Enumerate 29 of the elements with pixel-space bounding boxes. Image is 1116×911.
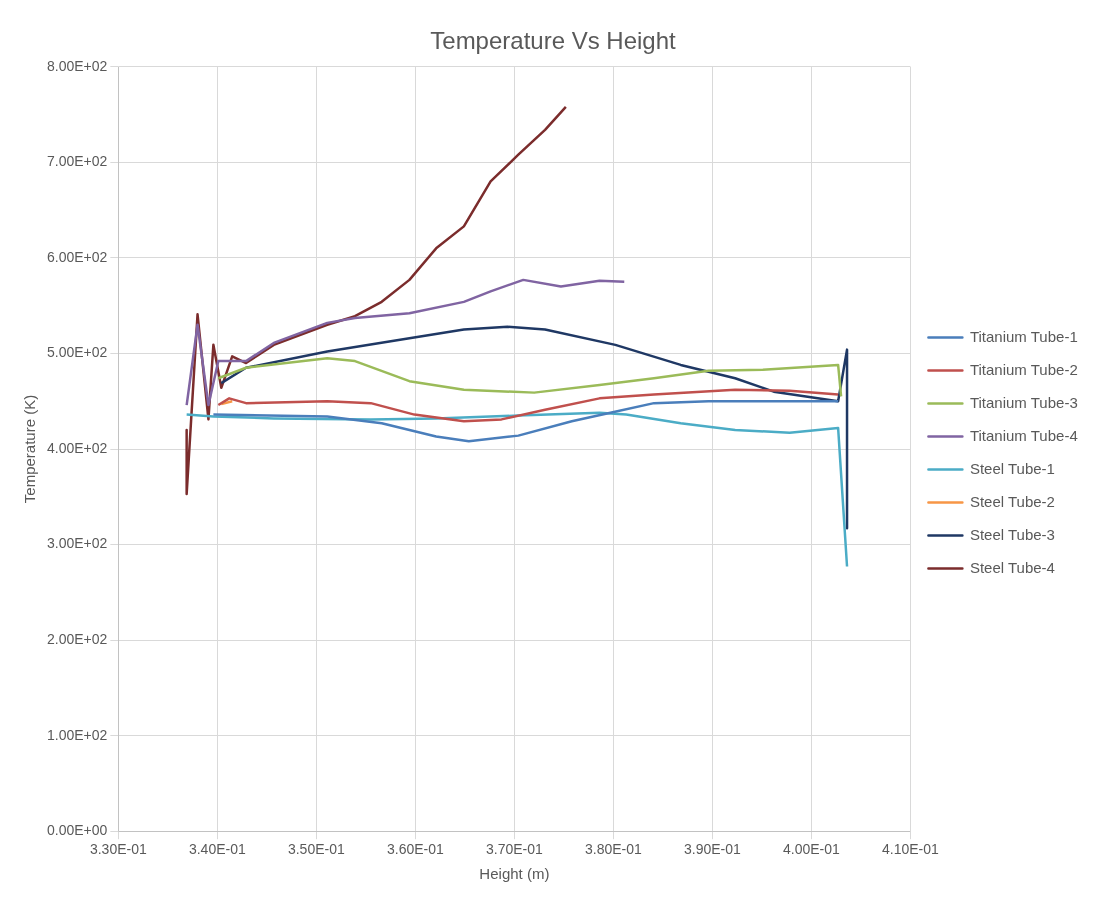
legend-label: Steel Tube-4: [969, 558, 1055, 576]
x-tick-label: 3.30E-01: [89, 841, 147, 858]
x-tick-label: 3.90E-01: [683, 841, 742, 858]
x-tick-label: 3.60E-01: [386, 841, 444, 858]
chart-title: Temperature Vs Height: [430, 27, 677, 55]
x-tick-label: 3.80E-01: [584, 841, 642, 858]
y-axis-title: Temperature (K): [21, 394, 39, 504]
x-axis-title: Height (m): [479, 865, 550, 883]
y-tick-label: 0.00E+00: [46, 822, 108, 839]
x-tick-label: 4.00E-01: [782, 841, 841, 858]
y-tick-label: 3.00E+02: [46, 535, 108, 552]
y-tick-label: 8.00E+02: [46, 57, 108, 74]
x-tick-label: 3.50E-01: [287, 841, 345, 858]
legend-label: Titanium Tube-2: [969, 360, 1078, 378]
y-tick-label: 2.00E+02: [46, 630, 108, 647]
legend-label: Titanium Tube-3: [969, 393, 1078, 411]
legend-label: Titanium Tube-1: [969, 327, 1078, 345]
x-tick-label: 3.70E-01: [485, 841, 543, 858]
y-tick-label: 6.00E+02: [46, 248, 108, 265]
x-tick-label: 4.10E-01: [881, 841, 940, 858]
legend-label: Steel Tube-2: [969, 492, 1055, 510]
y-tick-label: 4.00E+02: [46, 439, 108, 456]
y-tick-label: 5.00E+02: [46, 344, 108, 361]
legend-label: Titanium Tube-4: [969, 426, 1078, 444]
x-tick-label: 3.40E-01: [188, 841, 246, 858]
y-tick-label: 7.00E+02: [46, 153, 108, 170]
legend-label: Steel Tube-1: [969, 459, 1055, 477]
legend-label: Steel Tube-3: [969, 525, 1055, 543]
y-tick-label: 1.00E+02: [46, 726, 108, 743]
